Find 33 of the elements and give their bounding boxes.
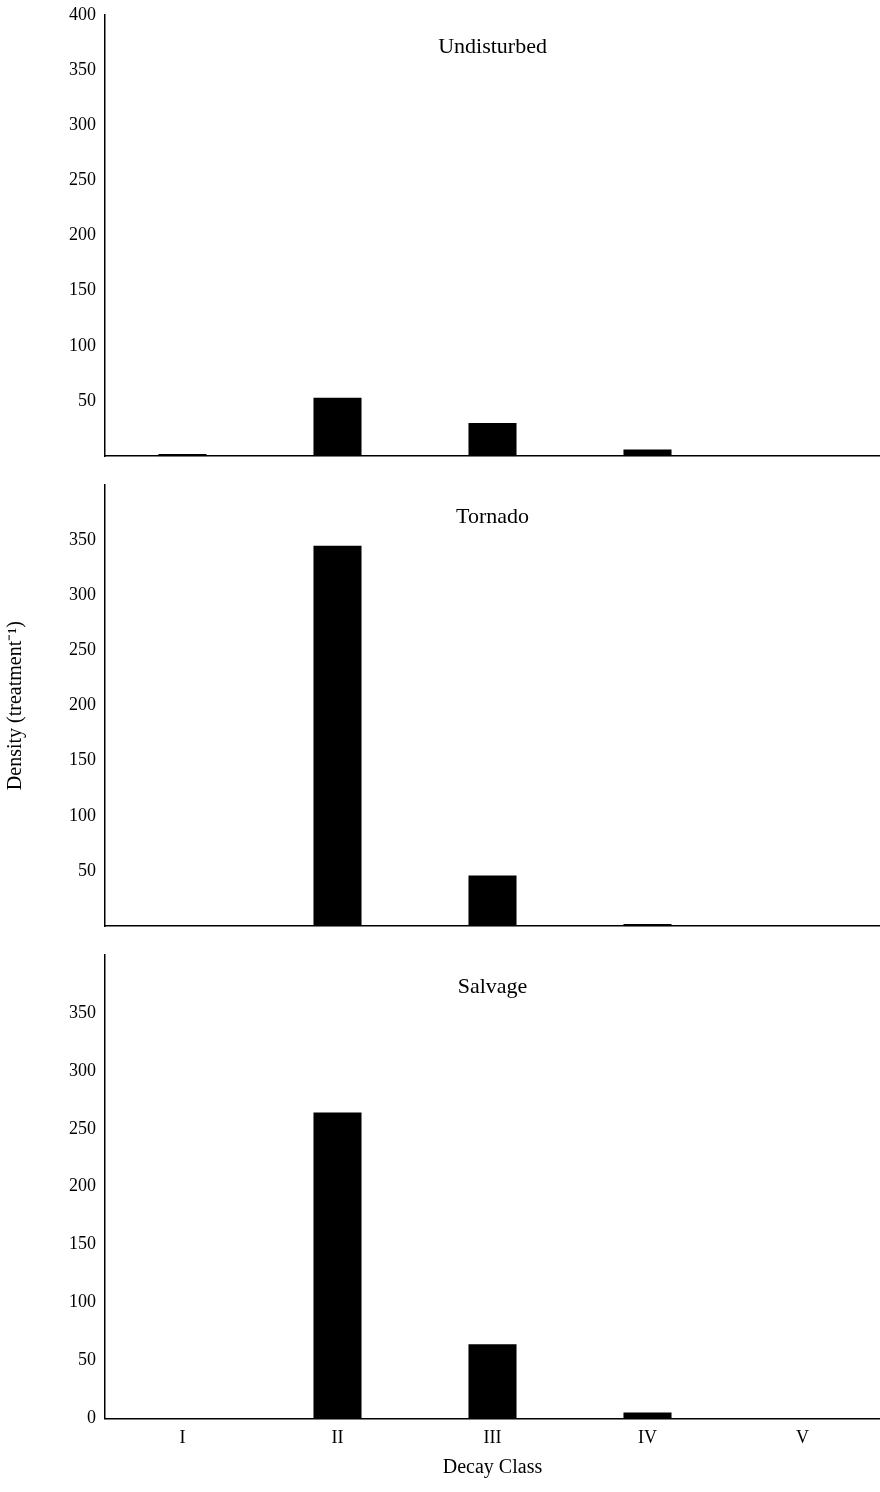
y-tick-label: 250	[69, 1117, 96, 1138]
y-tick-label: 100	[69, 804, 96, 825]
y-tick-label: 50	[78, 1349, 96, 1370]
y-tick-label: 50	[78, 859, 96, 880]
x-tick-label: III	[483, 1426, 502, 1447]
y-tick-label: 200	[69, 224, 96, 245]
x-tick-label: II	[331, 1426, 344, 1447]
y-tick-label: 300	[69, 114, 96, 135]
y-tick-label: 350	[69, 58, 96, 79]
text: Tornado	[456, 502, 529, 528]
y-tick-label: 150	[69, 1233, 96, 1254]
y-axis-title: Density (treatment⁻¹)	[3, 621, 27, 791]
x-tick-label: V	[796, 1426, 809, 1447]
y-tick-label: 150	[69, 749, 96, 770]
y-tick-label: 150	[69, 279, 96, 300]
y-tick-label: 300	[69, 584, 96, 605]
y-tick-label: 200	[69, 1175, 96, 1196]
text: Salvage	[457, 972, 528, 998]
y-tick-label: 250	[69, 169, 96, 190]
y-tick-label: 350	[69, 528, 96, 549]
y-tick-label: 100	[69, 334, 96, 355]
y-tick-label: 400	[69, 3, 96, 24]
y-tick-label: 50	[78, 389, 96, 410]
y-tick-label: 200	[69, 694, 96, 715]
y-tick-label: 100	[69, 1291, 96, 1312]
x-tick-label: IV	[638, 1426, 657, 1447]
x-axis-title: Decay Class	[442, 1455, 543, 1479]
x-tick-label: I	[179, 1426, 186, 1447]
y-tick-label: 300	[69, 1059, 96, 1080]
y-tick-label: 350	[69, 1001, 96, 1022]
y-tick-label: 0	[87, 1407, 96, 1428]
y-tick-label: 250	[69, 639, 96, 660]
text: Undisturbed	[438, 32, 547, 58]
